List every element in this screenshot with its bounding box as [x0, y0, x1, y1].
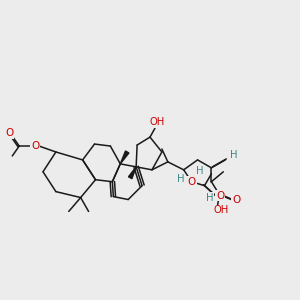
Text: OH: OH [149, 117, 165, 127]
Text: H: H [196, 166, 203, 176]
Text: O: O [5, 128, 14, 138]
Text: O: O [216, 190, 224, 201]
Text: OH: OH [214, 206, 229, 215]
Text: H: H [206, 193, 213, 202]
Polygon shape [120, 151, 129, 164]
Text: O: O [232, 194, 240, 205]
Text: H: H [230, 150, 238, 160]
Text: H: H [177, 174, 184, 184]
Text: O: O [188, 177, 196, 187]
Polygon shape [128, 167, 136, 179]
Text: O: O [31, 141, 39, 151]
